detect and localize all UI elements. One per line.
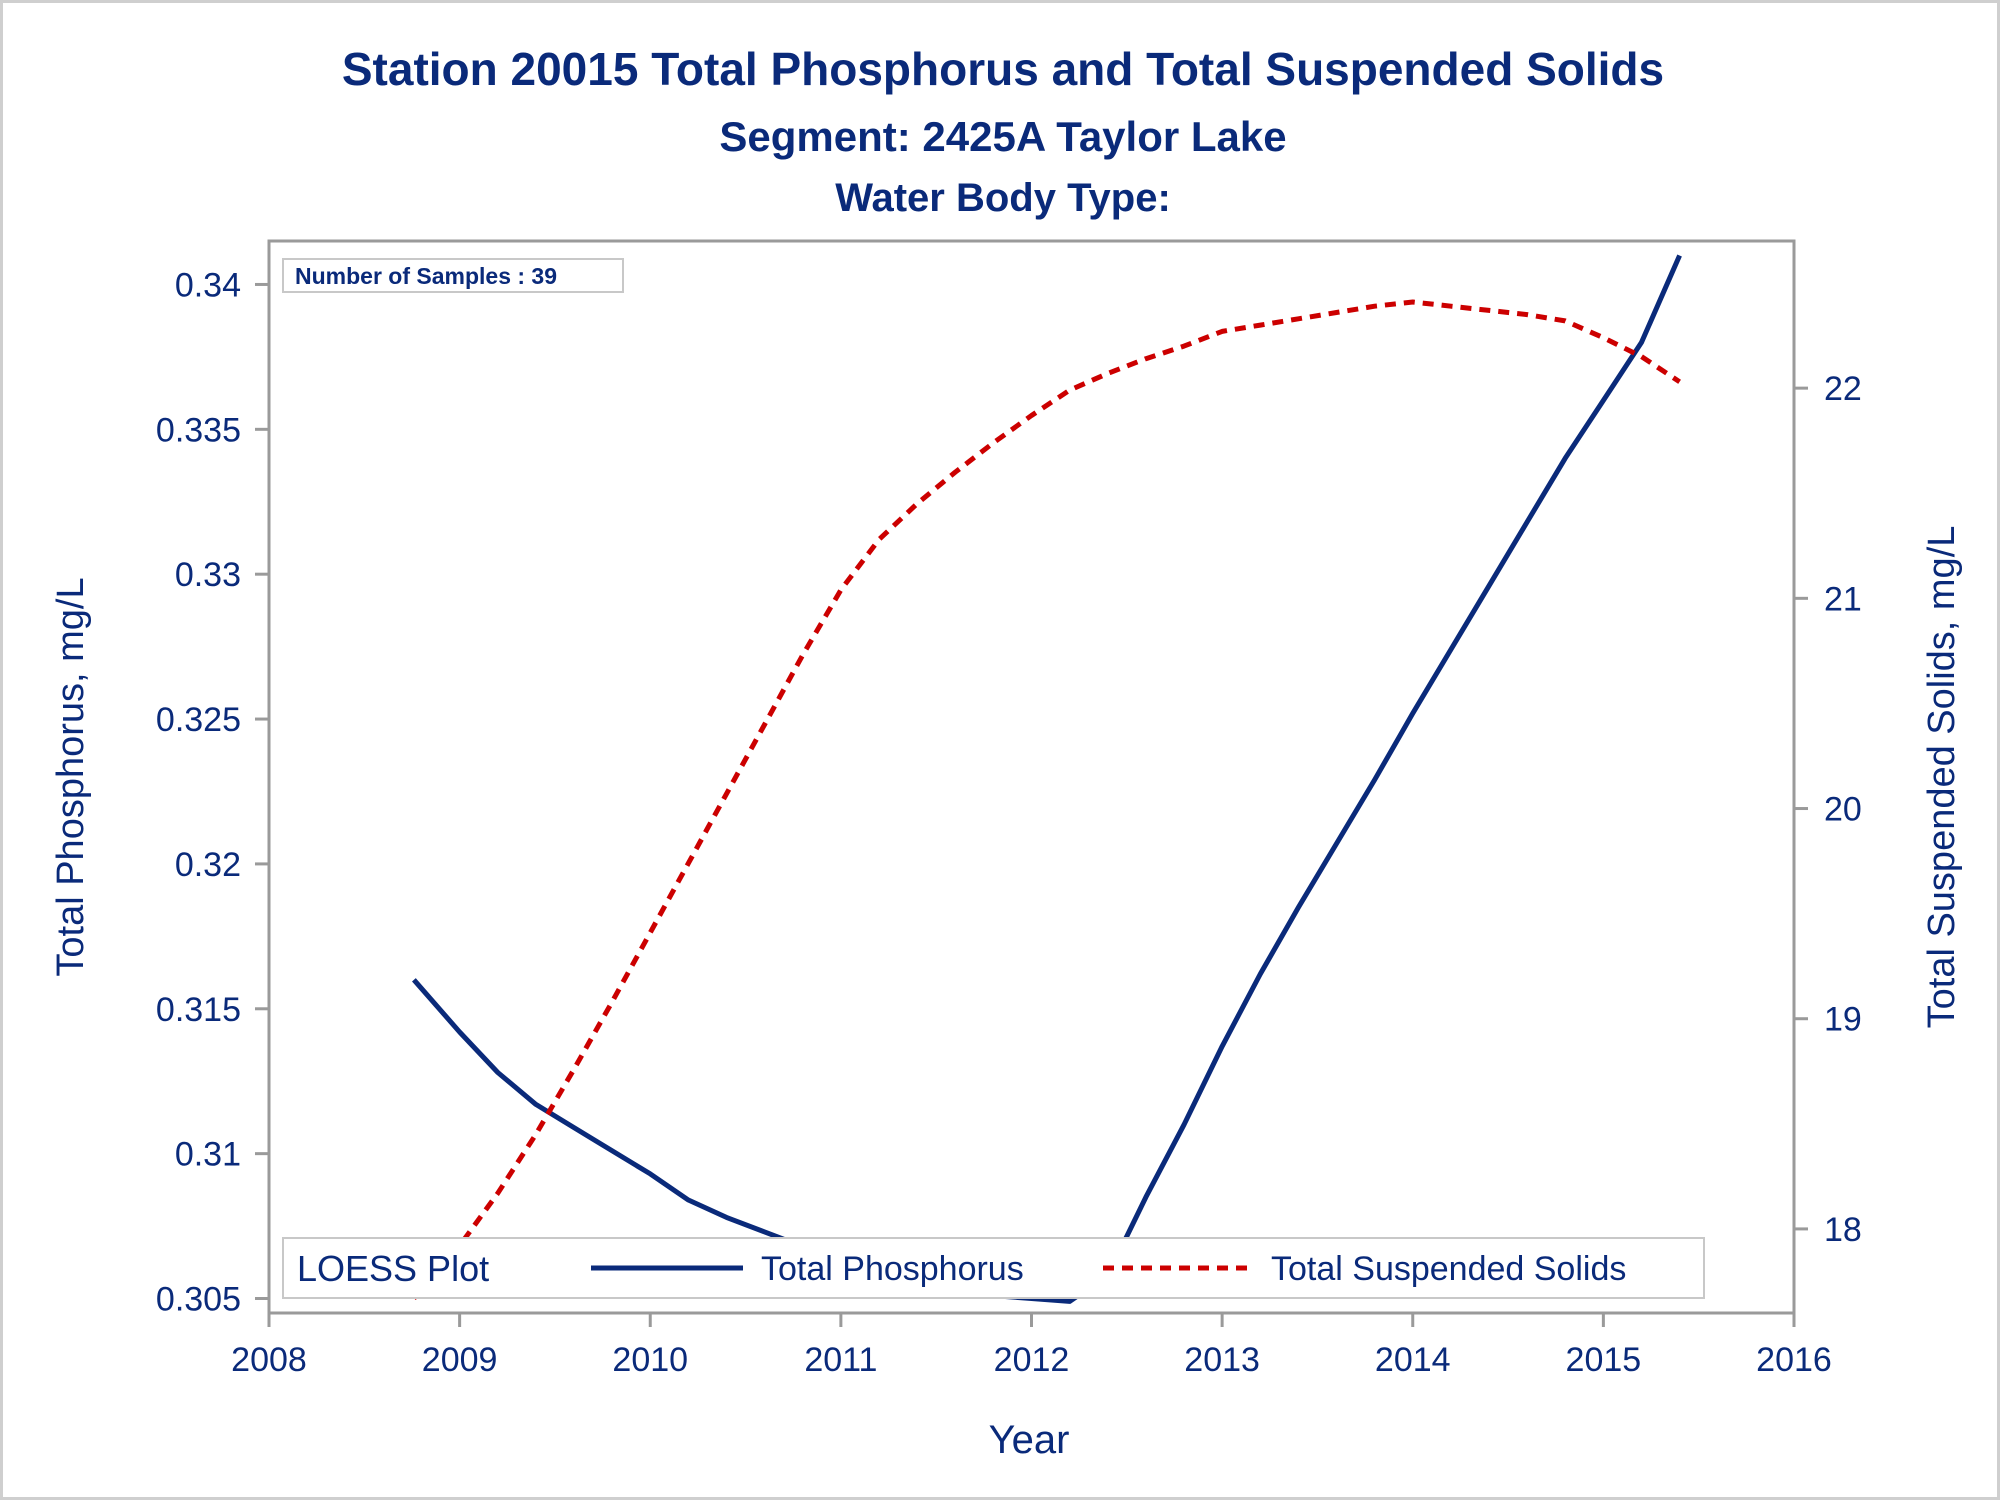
series-line-total-suspended-solids — [412, 299, 1681, 1300]
x-axis-label: Year — [989, 1418, 1070, 1462]
y-left-tick-label: 0.34 — [175, 266, 241, 304]
y-left-tick-label: 0.325 — [156, 701, 241, 739]
y-right-tick-label: 21 — [1824, 580, 1862, 618]
chart-subtitle-2: Water Body Type: — [835, 176, 1171, 220]
x-tick-label: 2016 — [1756, 1341, 1832, 1379]
chart-subtitle: Segment: 2425A Taylor Lake — [719, 113, 1286, 160]
chart-title: Station 20015 Total Phosphorus and Total… — [342, 43, 1664, 95]
y-right-tick-label: 22 — [1824, 370, 1862, 408]
y-left-tick-label: 0.305 — [156, 1281, 241, 1319]
x-tick-label: 2011 — [804, 1341, 877, 1379]
series-layer — [412, 254, 1682, 1304]
y-axis-label-left: Total Phosphorus, mg/L — [50, 577, 92, 976]
legend-box — [282, 1237, 1705, 1299]
series-line-total-phosphorus — [412, 254, 1682, 1304]
y-right-tick-label: 18 — [1824, 1211, 1862, 1249]
sample-count-annotation: Number of Samples : 39 — [295, 263, 557, 289]
y-left-tick-label: 0.31 — [175, 1136, 241, 1174]
x-tick-label: 2008 — [231, 1341, 307, 1379]
x-tick-label: 2014 — [1375, 1341, 1451, 1379]
y-right-tick-label: 20 — [1824, 791, 1862, 829]
y-left-tick-label: 0.315 — [156, 991, 241, 1029]
y-left-tick-label: 0.32 — [175, 846, 241, 884]
y-left-tick-label: 0.335 — [156, 411, 241, 449]
chart: Station 20015 Total Phosphorus and Total… — [50, 43, 1963, 1462]
x-tick-label: 2012 — [994, 1341, 1070, 1379]
x-tick-label: 2010 — [612, 1341, 688, 1379]
y-right-tick-label: 19 — [1824, 1001, 1862, 1039]
x-tick-label: 2009 — [422, 1341, 498, 1379]
y-axis-label-right: Total Suspended Solids, mg/L — [1921, 526, 1963, 1029]
legend-title: LOESS Plot — [297, 1248, 489, 1289]
legend-label-phosphorus: Total Phosphorus — [761, 1250, 1024, 1288]
x-tick-label: 2013 — [1184, 1341, 1260, 1379]
axis-ticks: 2008 2009 2010 2011 2012 2013 2014 2015 2016 0.30… — [156, 266, 1862, 1379]
plot-area — [267, 239, 1796, 1315]
y-left-tick-label: 0.33 — [175, 556, 241, 594]
legend-label-tss: Total Suspended Solids — [1271, 1250, 1626, 1288]
sample-count-box — [282, 258, 624, 293]
x-tick-label: 2015 — [1566, 1341, 1642, 1379]
